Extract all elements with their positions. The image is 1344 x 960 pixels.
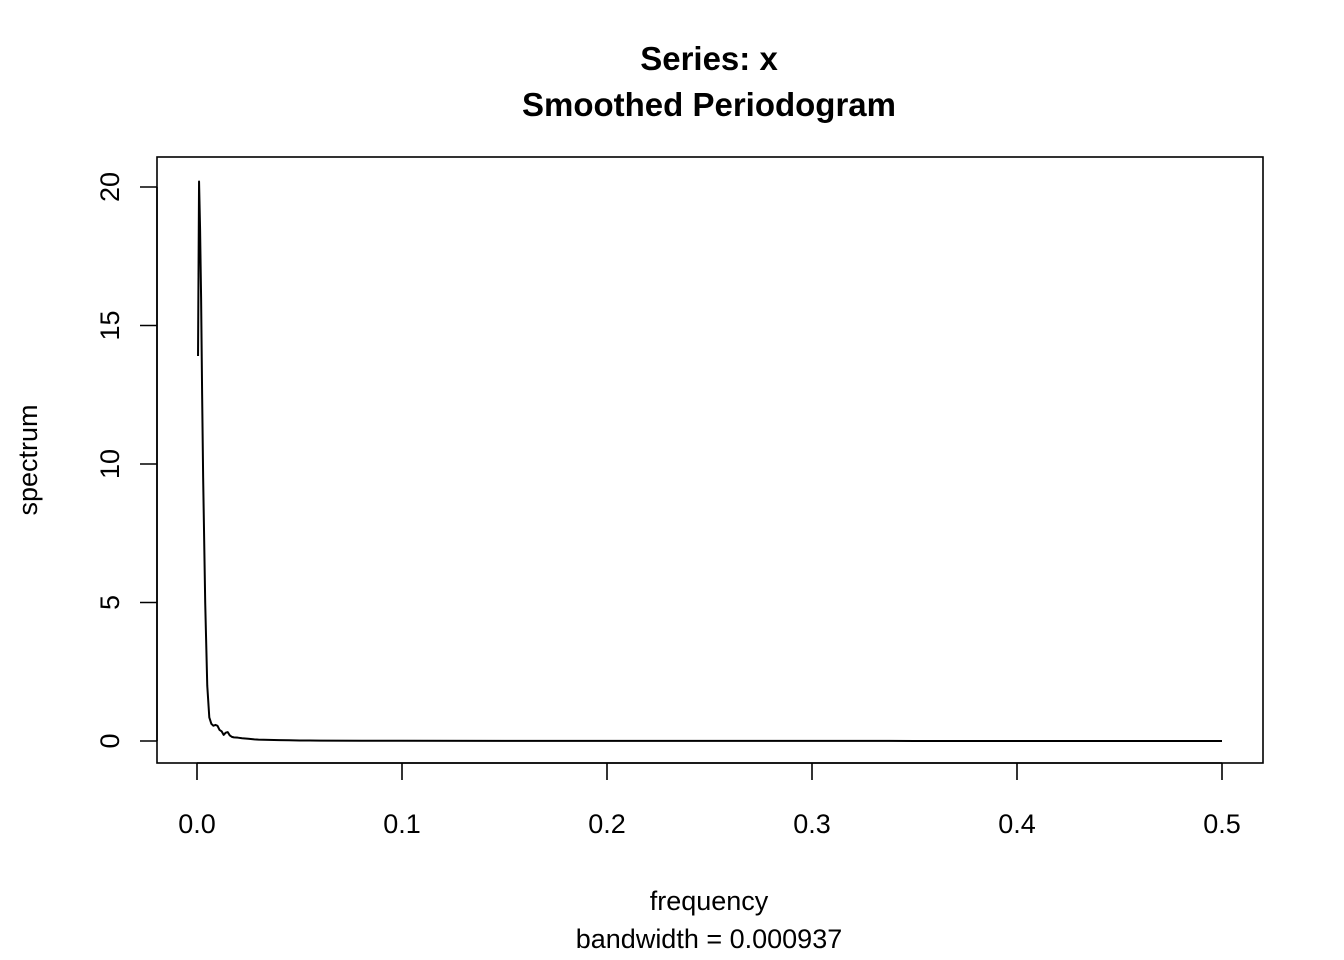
y-tick-label: 15 — [95, 310, 125, 340]
x-tick-label: 0.0 — [178, 809, 216, 839]
x-axis-sublabel: bandwidth = 0.000937 — [576, 924, 842, 954]
y-tick-label: 10 — [95, 449, 125, 479]
chart-subtitle: Smoothed Periodogram — [522, 86, 896, 123]
y-tick-label: 0 — [95, 733, 125, 748]
series-line-0 — [197, 180, 1222, 742]
x-axis-label: frequency — [650, 886, 769, 916]
y-axis: 0 5 10 15 20 — [95, 172, 158, 749]
plot-frame — [156, 156, 1264, 764]
y-tick-label: 5 — [95, 595, 125, 610]
y-axis-label: spectrum — [13, 404, 43, 515]
x-axis: 0.0 0.1 0.2 0.3 0.4 0.5 — [178, 762, 1241, 839]
y-tick-label: 20 — [95, 172, 125, 202]
x-tick-label: 0.1 — [383, 809, 421, 839]
chart-title: Series: x — [640, 40, 778, 77]
x-tick-label: 0.5 — [1203, 809, 1241, 839]
x-tick-label: 0.2 — [588, 809, 626, 839]
x-tick-label: 0.4 — [998, 809, 1036, 839]
series-layer — [197, 180, 1222, 742]
x-tick-label: 0.3 — [793, 809, 831, 839]
